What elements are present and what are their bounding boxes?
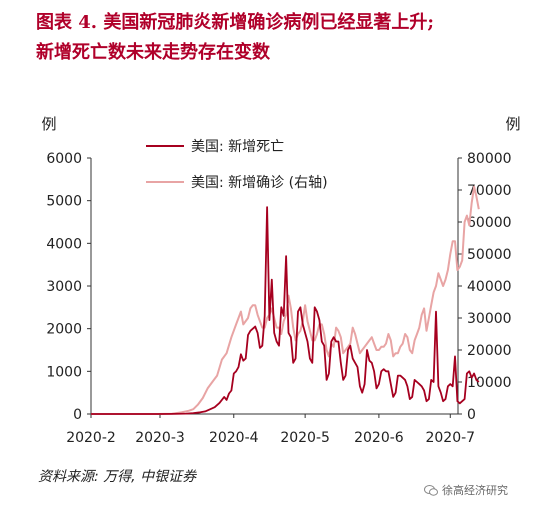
y-right-tick-label: 10000 [467,375,512,391]
y-right-tick-label: 80000 [467,151,512,167]
y-right-axis-label: 例 [505,115,520,133]
y-right-tick-label: 0 [467,407,476,423]
y-left-tick-label: 5000 [46,194,82,210]
y-right-tick-label: 50000 [467,247,512,263]
chart-title: 图表 4. 美国新冠肺炎新增确诊病例已经显著上升; 新增死亡数未来走势存在变数 [36,8,536,68]
y-left-tick-label: 6000 [46,151,82,167]
x-tick-label: 2020-5 [280,430,330,446]
chart-axes: 0100020003000400050006000010000200003000… [41,115,520,446]
legend-label: 美国: 新增死亡 [191,139,284,155]
y-left-tick-label: 0 [73,407,82,423]
series-line-new-cases [91,185,480,415]
x-tick-label: 2020-3 [135,430,185,446]
y-right-tick-label: 70000 [467,183,512,199]
x-tick-label: 2020-6 [354,430,404,446]
y-left-axis-label: 例 [41,115,56,133]
wechat-icon [424,484,438,496]
watermark: 徐高经济研究 [424,482,508,498]
y-left-tick-label: 3000 [46,279,82,295]
legend-label: 美国: 新增确诊 (右轴) [191,175,328,191]
y-left-tick-label: 1000 [46,364,82,380]
y-right-tick-label: 40000 [467,279,512,295]
source-note: 资料来源: 万得, 中银证券 [38,469,197,485]
chart-series [91,185,480,415]
x-tick-label: 2020-2 [66,430,116,446]
y-left-tick-label: 2000 [46,322,82,338]
y-right-tick-label: 20000 [467,343,512,359]
x-tick-label: 2020-4 [209,430,259,446]
watermark-text: 徐高经济研究 [442,484,508,497]
x-tick-label: 2020-7 [425,430,475,446]
chart-title-line-1: 图表 4. 美国新冠肺炎新增确诊病例已经显著上升; [36,12,434,33]
series-line-new-deaths [91,206,480,415]
y-right-tick-label: 30000 [467,311,512,327]
y-right-tick-label: 60000 [467,215,512,231]
chart-title-line-2: 新增死亡数未来走势存在变数 [36,42,270,63]
y-left-tick-label: 4000 [46,236,82,252]
